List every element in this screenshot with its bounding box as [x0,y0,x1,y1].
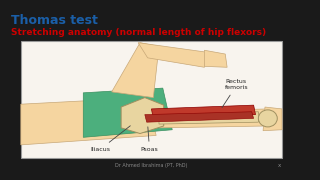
Polygon shape [263,107,282,131]
Text: Thomas test: Thomas test [11,14,98,27]
Ellipse shape [258,110,277,127]
Text: Dr Ahmed Ibrahima (PT, PhD): Dr Ahmed Ibrahima (PT, PhD) [115,163,188,168]
FancyBboxPatch shape [21,41,282,158]
Text: x: x [277,163,281,168]
Polygon shape [138,43,206,67]
Polygon shape [145,112,254,122]
Polygon shape [121,98,164,134]
Polygon shape [83,88,172,137]
Polygon shape [159,112,258,124]
Polygon shape [151,105,255,118]
Polygon shape [159,109,268,128]
Polygon shape [204,50,227,67]
Text: Psoas: Psoas [141,127,158,152]
Polygon shape [112,43,159,98]
Text: Rectus
femoris: Rectus femoris [222,79,249,107]
Text: Stretching anatomy (normal length of hip flexors): Stretching anatomy (normal length of hip… [11,28,267,37]
Text: Iliacus: Iliacus [90,126,130,152]
Polygon shape [21,98,156,145]
